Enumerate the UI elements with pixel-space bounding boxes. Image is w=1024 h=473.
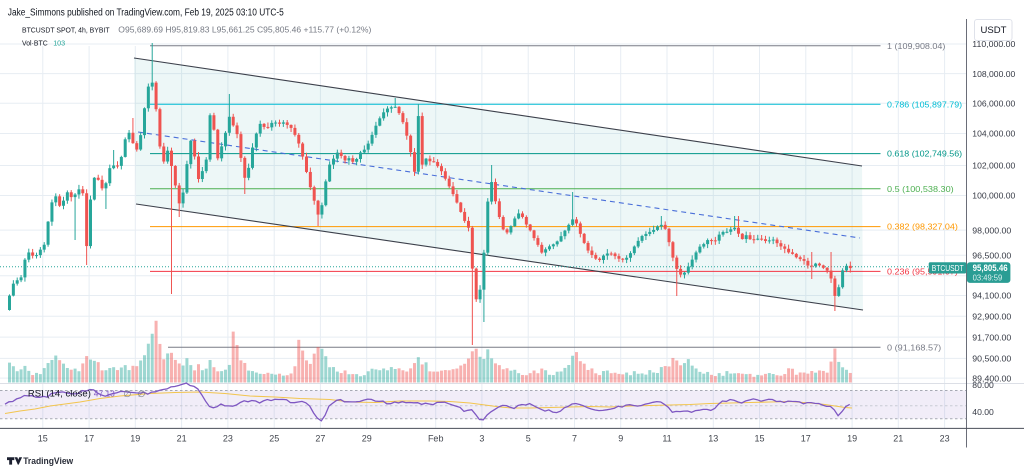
svg-text:90,500.00: 90,500.00 — [972, 354, 1011, 364]
svg-text:23: 23 — [940, 433, 950, 443]
svg-text:104,000.00: 104,000.00 — [972, 129, 1015, 139]
svg-text:∅: ∅ — [138, 389, 146, 399]
svg-text:80.00: 80.00 — [972, 380, 994, 390]
svg-text:03:49:59: 03:49:59 — [973, 273, 1003, 282]
svg-text:40.00: 40.00 — [972, 407, 994, 417]
svg-text:13: 13 — [708, 433, 718, 443]
svg-text:11: 11 — [662, 433, 671, 443]
svg-text:17: 17 — [801, 433, 811, 443]
svg-text:1 (109,908.04): 1 (109,908.04) — [887, 41, 946, 51]
svg-text:0.786 (105,897.79): 0.786 (105,897.79) — [887, 99, 962, 109]
svg-text:108,000.00: 108,000.00 — [972, 69, 1015, 79]
svg-text:110,000.00: 110,000.00 — [972, 39, 1015, 49]
svg-text:21: 21 — [893, 433, 903, 443]
svg-text:0.618 (102,749.56): 0.618 (102,749.56) — [887, 149, 962, 159]
svg-text:BTCUSDT: BTCUSDT — [932, 264, 964, 273]
svg-text:102,000.00: 102,000.00 — [972, 161, 1015, 171]
svg-text:106,000.00: 106,000.00 — [972, 99, 1015, 109]
svg-text:0.5 (100,538.30): 0.5 (100,538.30) — [887, 184, 954, 194]
svg-text:25: 25 — [269, 433, 279, 443]
svg-text:96,500.00: 96,500.00 — [972, 250, 1011, 260]
svg-text:Feb: Feb — [428, 433, 444, 443]
svg-text:BTCUSDT SPOT, 4h, BYBIT: BTCUSDT SPOT, 4h, BYBIT — [22, 26, 110, 35]
svg-text:23: 23 — [223, 433, 233, 443]
svg-text:103: 103 — [53, 38, 65, 47]
svg-text:95,805.46: 95,805.46 — [973, 263, 1008, 273]
svg-text:RSI (14, close): RSI (14, close) — [28, 388, 91, 398]
svg-text:O95,689.69 H95,819.83 L95,661.: O95,689.69 H95,819.83 L95,661.25 C95,805… — [118, 26, 371, 35]
svg-text:15: 15 — [38, 433, 48, 443]
svg-text:29: 29 — [362, 433, 372, 443]
svg-text:0.382 (98,327.04): 0.382 (98,327.04) — [887, 222, 958, 232]
svg-text:TradingView: TradingView — [23, 456, 74, 467]
svg-text:7: 7 — [572, 433, 577, 443]
svg-text:17: 17 — [84, 433, 94, 443]
svg-text:∅: ∅ — [124, 389, 132, 399]
svg-text:15: 15 — [754, 433, 764, 443]
svg-text:21: 21 — [177, 433, 187, 443]
svg-text:94,100.00: 94,100.00 — [972, 291, 1011, 301]
svg-text:5: 5 — [526, 433, 531, 443]
svg-text:USDT: USDT — [981, 25, 1008, 35]
svg-text:100,000.00: 100,000.00 — [972, 191, 1015, 201]
svg-text:19: 19 — [130, 433, 140, 443]
svg-text:0 (91,168.57): 0 (91,168.57) — [887, 342, 941, 352]
svg-text:Jake_Simmons published on Trad: Jake_Simmons published on TradingView.co… — [8, 7, 284, 18]
svg-text:92,900.00: 92,900.00 — [972, 311, 1011, 321]
svg-text:91,700.00: 91,700.00 — [972, 332, 1011, 342]
svg-text:19: 19 — [847, 433, 857, 443]
svg-text:9: 9 — [618, 433, 623, 443]
svg-text:3: 3 — [479, 433, 484, 443]
svg-text:27: 27 — [315, 433, 325, 443]
svg-text:47.13: 47.13 — [94, 388, 115, 398]
svg-text:Vol·BTC: Vol·BTC — [22, 38, 48, 47]
svg-text:98,000.00: 98,000.00 — [972, 225, 1011, 235]
svg-text:89,400.00: 89,400.00 — [972, 373, 1011, 383]
svg-text:0.236 (95,591.07): 0.236 (95,591.07) — [887, 267, 958, 277]
